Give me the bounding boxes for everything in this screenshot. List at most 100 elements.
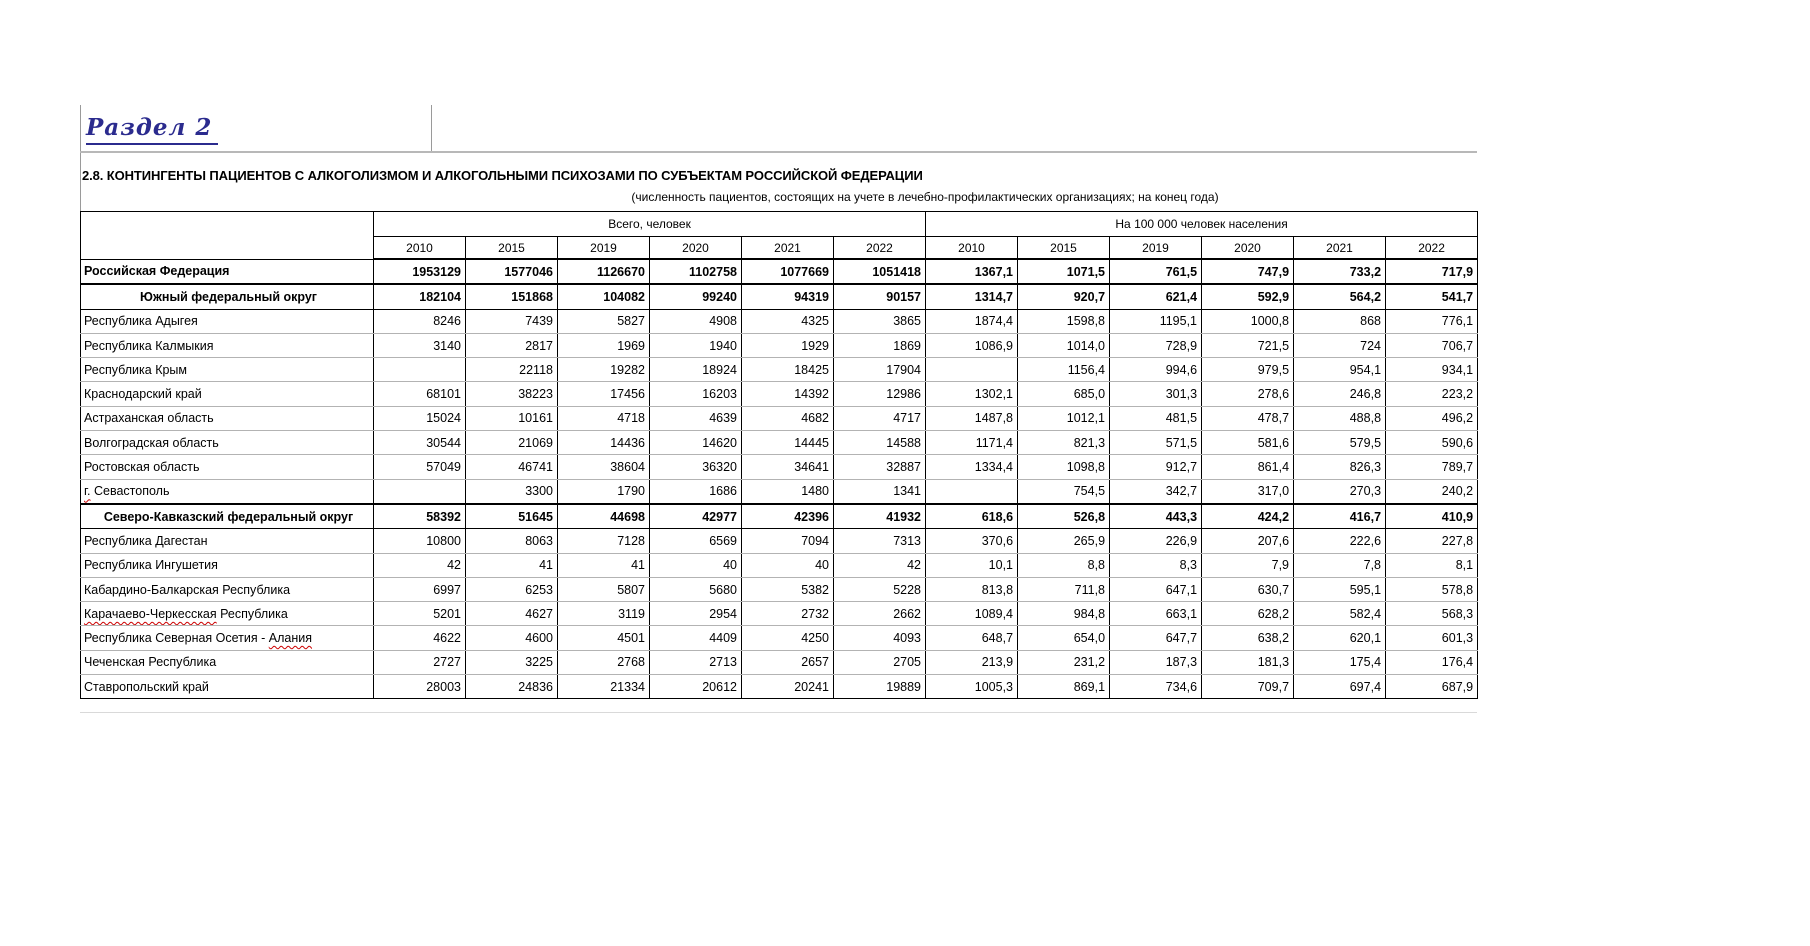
value-cell: 541,7 [1385, 284, 1479, 310]
value-cell: 94319 [741, 284, 834, 310]
value-cell: 7439 [465, 309, 558, 334]
value-cell: 687,9 [1385, 674, 1479, 700]
value-cell: 789,7 [1385, 454, 1479, 480]
table-row: Республика Дагестан 10800 8063 7128 6569 7094… [80, 528, 1479, 554]
value-cell: 1302,1 [925, 381, 1019, 407]
value-cell: 717,9 [1385, 259, 1479, 286]
value-cell: 41 [465, 553, 558, 578]
table-row: Краснодарский край 68101 38223 17456 16203 14… [80, 381, 1479, 407]
value-cell: 3865 [832, 309, 927, 334]
value-cell: 2732 [741, 601, 834, 627]
value-cell: 1598,8 [1017, 309, 1111, 334]
region-name: Российская Федерация [80, 259, 374, 286]
value-cell: 478,7 [1201, 406, 1295, 432]
value-cell: 42977 [649, 503, 742, 530]
region-name: Краснодарский край [80, 381, 374, 407]
value-cell: 7,9 [1201, 553, 1295, 578]
value-cell: 954,1 [1293, 357, 1387, 383]
table-row: Российская Федерация 1953129 1577046 112667… [80, 259, 1479, 286]
value-cell: 14445 [741, 430, 834, 456]
value-cell: 733,2 [1293, 259, 1387, 286]
value-cell: 734,6 [1109, 674, 1203, 700]
value-cell: 709,7 [1201, 674, 1295, 700]
value-cell: 1089,4 [925, 601, 1019, 627]
value-cell: 14436 [557, 430, 650, 456]
value-cell: 3300 [465, 479, 558, 505]
value-cell: 1480 [741, 479, 834, 505]
value-cell: 213,9 [925, 650, 1019, 676]
group-header-row: Всего, человек На 100 000 человек населе… [80, 211, 1479, 260]
value-cell: 1126670 [557, 259, 650, 286]
value-cell: 1341 [832, 479, 927, 505]
value-cell: 630,7 [1201, 577, 1295, 603]
value-cell: 22118 [465, 357, 558, 383]
value-cell: 4600 [465, 625, 558, 651]
value-cell: 1869 [832, 333, 927, 359]
value-cell: 2817 [465, 333, 558, 359]
table-subtitle: (численность пациентов, состоящих на уче… [631, 190, 1219, 204]
value-cell: 601,3 [1385, 625, 1479, 651]
value-cell [925, 479, 1019, 505]
value-cell: 1005,3 [925, 674, 1019, 700]
value-cell: 187,3 [1109, 650, 1203, 676]
value-cell: 1790 [557, 479, 650, 505]
table-row: Ростовская область 57049 46741 38604 36320 34… [80, 454, 1479, 480]
value-cell: 370,6 [925, 528, 1019, 554]
value-cell: 14620 [649, 430, 742, 456]
value-cell: 44698 [557, 503, 650, 530]
region-name: Северо-Кавказский федеральный округ [80, 503, 374, 530]
value-cell: 496,2 [1385, 406, 1479, 432]
value-cell: 5382 [741, 577, 834, 603]
value-cell: 571,5 [1109, 430, 1203, 456]
value-cell: 40 [649, 553, 742, 578]
region-name: Республика Дагестан [80, 528, 374, 554]
value-cell: 663,1 [1109, 601, 1203, 627]
value-cell: 41932 [832, 503, 927, 530]
value-cell: 826,3 [1293, 454, 1387, 480]
value-cell: 3140 [373, 333, 466, 359]
value-cell: 2705 [832, 650, 927, 676]
value-cell: 46741 [465, 454, 558, 480]
value-cell [373, 357, 466, 383]
value-cell: 207,6 [1201, 528, 1295, 554]
table-row: г. Севастополь 3300 1790 1686 1480 1341 754,5 3… [80, 479, 1479, 505]
value-cell: 979,5 [1201, 357, 1295, 383]
value-cell: 654,0 [1017, 625, 1111, 651]
table-header: Всего, человек На 100 000 человек населе… [80, 211, 1479, 260]
value-cell: 1156,4 [1017, 357, 1111, 383]
value-cell: 6997 [373, 577, 466, 603]
value-cell: 240,2 [1385, 479, 1479, 505]
value-cell: 175,4 [1293, 650, 1387, 676]
value-cell: 265,9 [1017, 528, 1111, 554]
value-cell: 227,8 [1385, 528, 1479, 554]
value-cell: 99240 [649, 284, 742, 310]
value-cell: 1314,7 [925, 284, 1019, 310]
year-header: 2021 [1293, 236, 1387, 260]
value-cell: 34641 [741, 454, 834, 480]
value-cell: 618,6 [925, 503, 1019, 530]
table-row: Ставропольский край 28003 24836 21334 20612 2… [80, 674, 1479, 700]
value-cell: 2657 [741, 650, 834, 676]
value-cell: 42 [832, 553, 927, 578]
region-name: Ставропольский край [80, 674, 374, 700]
value-cell: 24836 [465, 674, 558, 700]
value-cell: 628,2 [1201, 601, 1295, 627]
value-cell: 1051418 [832, 259, 927, 286]
region-name: Республика Ингушетия [80, 553, 374, 578]
spellcheck-underline: Алания [268, 631, 313, 646]
group-header-per100k: На 100 000 человек населения [925, 211, 1479, 237]
value-cell: 42396 [741, 503, 834, 530]
value-cell: 568,3 [1385, 601, 1479, 627]
region-column-header [80, 211, 374, 260]
value-cell: 488,8 [1293, 406, 1387, 432]
spellcheck-underline: Карачаево-Черкесская [84, 606, 217, 621]
value-cell: 231,2 [1017, 650, 1111, 676]
table-row: Республика Адыгея 8246 7439 5827 4908 4325 386… [80, 309, 1479, 334]
value-cell: 58392 [373, 503, 466, 530]
value-cell: 30544 [373, 430, 466, 456]
value-cell: 416,7 [1293, 503, 1387, 530]
value-cell: 754,5 [1017, 479, 1111, 505]
value-cell: 912,7 [1109, 454, 1203, 480]
value-cell: 4622 [373, 625, 466, 651]
region-name: Южный федеральный округ [80, 284, 374, 310]
